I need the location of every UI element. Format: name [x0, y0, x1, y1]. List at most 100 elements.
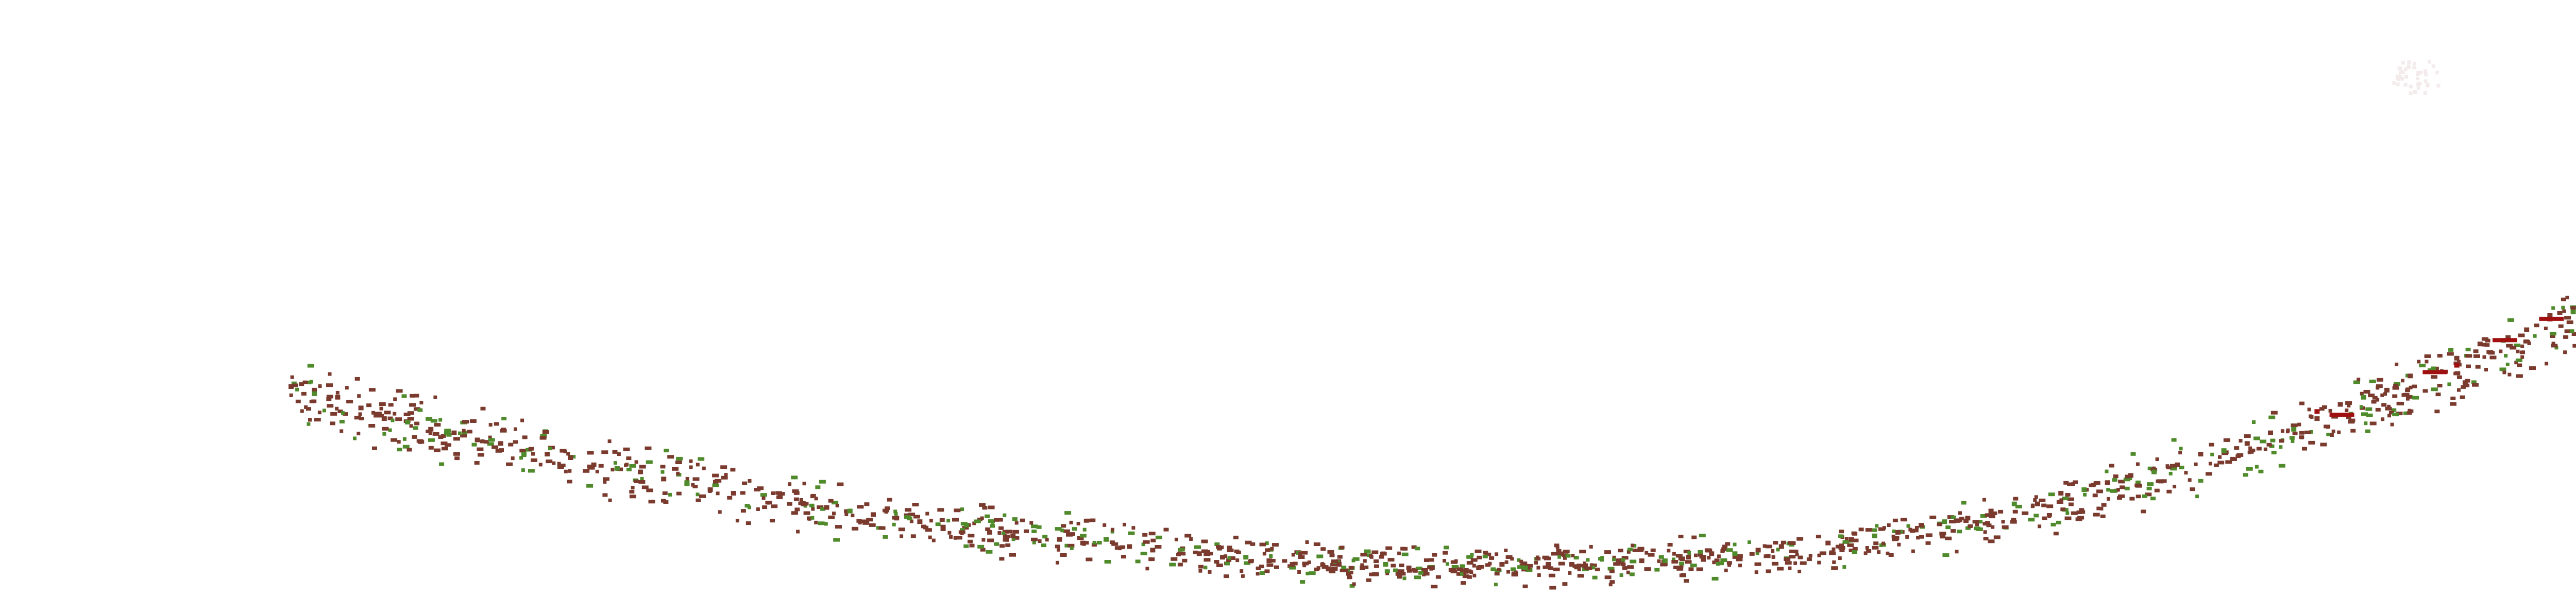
point-brown: [2136, 462, 2140, 466]
point-brown: [412, 435, 417, 439]
point-brown: [451, 430, 457, 435]
point-brown: [1762, 544, 1767, 548]
point-brown: [1694, 553, 1698, 557]
point-brown: [949, 535, 953, 539]
point-brown: [1450, 560, 1458, 564]
point-brown: [634, 479, 639, 483]
point-green: [2561, 305, 2565, 310]
point-brown: [2481, 337, 2488, 341]
point-brown: [407, 411, 414, 415]
faint-mark: [2431, 64, 2435, 69]
point-brown: [1235, 558, 1240, 563]
point-green: [1565, 554, 1571, 558]
point-green: [1225, 561, 1230, 566]
point-brown: [1342, 568, 1349, 572]
point-green: [291, 381, 297, 385]
point-green: [2515, 359, 2522, 362]
point-green: [471, 442, 477, 447]
point-green: [2146, 486, 2152, 490]
point-brown: [1544, 556, 1551, 560]
point-brown: [1256, 572, 1260, 576]
point-brown: [1972, 520, 1979, 524]
point-green: [1110, 530, 1114, 534]
point-brown: [346, 400, 353, 404]
point-brown: [483, 440, 489, 444]
point-red: [2329, 413, 2354, 417]
point-brown: [1387, 558, 1395, 562]
point-brown: [2190, 487, 2195, 491]
point-brown: [1066, 533, 1073, 537]
point-green: [1401, 552, 1409, 556]
point-brown: [2520, 344, 2524, 348]
point-brown: [1193, 550, 1198, 554]
point-brown: [1005, 543, 1011, 547]
point-brown: [1005, 538, 1009, 542]
point-brown: [2092, 493, 2098, 498]
point-green: [1135, 559, 1141, 564]
point-brown: [1849, 537, 1854, 542]
point-brown: [977, 517, 982, 521]
point-brown: [2188, 478, 2192, 482]
point-green: [1289, 566, 1296, 570]
point-brown: [603, 477, 609, 481]
point-brown: [2321, 405, 2327, 409]
point-brown: [1667, 549, 1671, 553]
point-green: [1842, 540, 1850, 544]
point-green: [307, 422, 311, 426]
point-green: [847, 508, 853, 514]
point-brown: [1055, 544, 1060, 549]
point-brown: [453, 452, 460, 456]
point-green: [426, 417, 433, 421]
point-brown: [2134, 483, 2142, 487]
point-green: [883, 535, 888, 539]
point-brown: [1329, 569, 1336, 573]
point-brown: [511, 456, 515, 461]
point-brown: [358, 412, 362, 416]
point-green: [946, 519, 951, 523]
point-green: [1600, 558, 1604, 562]
point-brown: [2059, 498, 2063, 502]
point-brown: [474, 437, 480, 442]
point-brown: [1224, 554, 1228, 558]
point-green: [1104, 560, 1111, 564]
point-brown: [2529, 366, 2536, 370]
point-brown: [2299, 401, 2304, 405]
point-brown: [1090, 518, 1096, 522]
point-brown: [912, 503, 919, 507]
point-brown: [1123, 522, 1126, 526]
point-green: [2270, 438, 2276, 442]
point-brown: [2551, 344, 2558, 348]
point-brown: [2145, 492, 2152, 497]
point-green: [1393, 568, 1398, 572]
point-brown: [1282, 559, 1287, 563]
point-brown: [2309, 414, 2313, 418]
point-brown: [1003, 538, 1008, 542]
point-brown: [1397, 575, 1402, 579]
point-green: [519, 456, 523, 460]
point-brown: [2089, 483, 2096, 487]
point-brown: [1754, 562, 1761, 566]
point-brown: [968, 534, 975, 538]
point-brown: [1604, 575, 1612, 580]
point-brown: [2299, 431, 2304, 435]
point-brown: [2345, 401, 2352, 405]
point-brown: [844, 509, 851, 513]
point-brown: [1177, 563, 1183, 567]
point-brown: [2158, 480, 2164, 484]
point-green: [1719, 561, 1724, 566]
point-brown: [2324, 424, 2331, 429]
point-brown: [311, 399, 317, 403]
point-brown: [2038, 524, 2042, 529]
point-brown: [721, 475, 728, 480]
point-brown: [660, 465, 666, 469]
point-brown: [799, 498, 803, 502]
point-brown: [908, 513, 916, 517]
point-brown: [564, 469, 568, 473]
point-green: [444, 431, 451, 435]
point-brown: [618, 467, 623, 471]
point-brown: [2175, 462, 2180, 467]
point-brown: [514, 427, 517, 431]
point-green: [2243, 473, 2248, 477]
point-brown: [1571, 554, 1575, 557]
point-brown: [318, 384, 322, 388]
